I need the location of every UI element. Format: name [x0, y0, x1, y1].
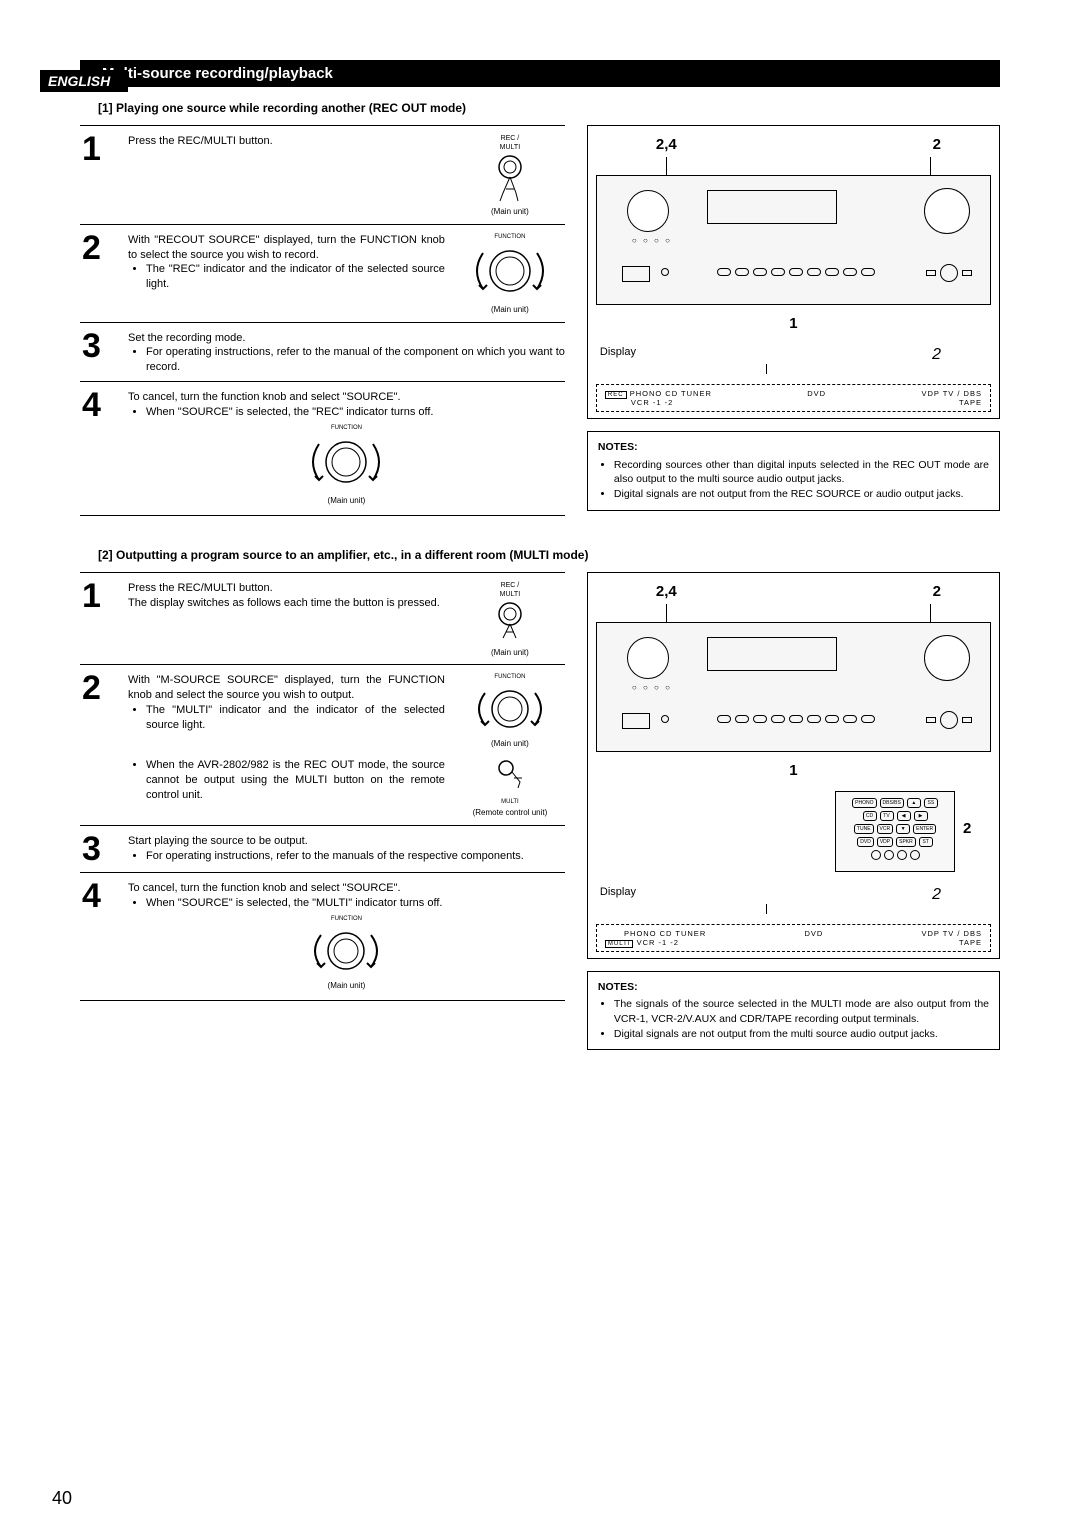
note-item: Digital signals are not output from the …: [614, 1027, 989, 1042]
s2-step2: 2 With "M-SOURCE SOURCE" displayed, turn…: [80, 664, 565, 825]
s2-step1: 1 Press the REC/MULTI button. The displa…: [80, 572, 565, 665]
section1-right: 2,4 2 ○ ○ ○ ○ 1: [587, 125, 1000, 518]
notes-box: NOTES: Recording sources other than digi…: [587, 431, 1000, 511]
callout-right: 2: [933, 136, 941, 153]
s1-step4: 4 To cancel, turn the function knob and …: [80, 381, 565, 513]
display-strip: XX PHONO CD TUNER MULTI VCR -1 -2 DVD VD…: [596, 924, 991, 952]
step-number: 1: [80, 579, 128, 659]
step-bullet: When "SOURCE" is selected, the "REC" ind…: [146, 405, 565, 420]
notes-heading: NOTES:: [598, 980, 989, 995]
function-knob-icon: FUNCTION (Main unit): [455, 673, 565, 750]
device-diagram-box: 2,4 2 ○ ○ ○ ○ 1: [587, 125, 1000, 419]
step-bullet: When the AVR-2802/982 is the REC OUT mod…: [146, 758, 445, 803]
step-bullet: When "SOURCE" is selected, the "MULTI" i…: [146, 896, 565, 911]
function-knob-icon: FUNCTION (Main unit): [291, 424, 401, 507]
step-bullet: The "MULTI" indicator and the indicator …: [146, 703, 445, 733]
callout-left: 2,4: [656, 583, 677, 600]
caption: (Main unit): [291, 981, 401, 992]
display-label: Display: [600, 886, 636, 904]
s1-step2: 2 With "RECOUT SOURCE" displayed, turn t…: [80, 224, 565, 322]
section2-heading: [2] Outputting a program source to an am…: [98, 548, 1000, 562]
section1-heading: [1] Playing one source while recording a…: [98, 101, 1000, 115]
section2-right: 2,4 2 ○ ○ ○ ○ 1: [587, 572, 1000, 1051]
rec-multi-icon: REC / MULTI (Main unit): [455, 581, 565, 659]
step-bullet: For operating instructions, refer to the…: [146, 849, 565, 864]
callout-below: 1: [596, 762, 991, 779]
caption: (Main unit): [455, 305, 565, 316]
s1-step1: 1 Press the REC/MULTI button. REC / MULT…: [80, 125, 565, 224]
step-text: With "M-SOURCE SOURCE" displayed, turn t…: [128, 674, 445, 701]
s2-step4: 4 To cancel, turn the function knob and …: [80, 872, 565, 998]
step-number: 4: [80, 879, 128, 992]
title-bar: Multi-source recording/playback: [80, 60, 1000, 87]
caption: (Main unit): [291, 496, 401, 507]
step-number: 4: [80, 388, 128, 507]
remote-callout: 2: [963, 820, 991, 837]
step-number: 3: [80, 832, 128, 866]
note-item: Recording sources other than digital inp…: [614, 458, 989, 487]
page-number: 40: [52, 1488, 72, 1509]
caption: (Main unit): [455, 648, 565, 659]
notes-heading: NOTES:: [598, 440, 989, 455]
rec-multi-icon: REC / MULTI (Main unit): [455, 134, 565, 218]
callout-below: 1: [596, 315, 991, 332]
step-number: 1: [80, 132, 128, 218]
manual-page: ENGLISH Multi-source recording/playback …: [0, 60, 1080, 1533]
section1-left: 1 Press the REC/MULTI button. REC / MULT…: [80, 125, 565, 518]
multi-remote-icon: MULTI (Remote control unit): [455, 758, 565, 819]
step-bullet: The "REC" indicator and the indicator of…: [146, 262, 445, 292]
display-callout: 2: [932, 886, 941, 904]
step-bullet: For operating instructions, refer to the…: [146, 345, 565, 375]
step-text: Press the REC/MULTI button. The display …: [128, 581, 445, 659]
caption: (Main unit): [455, 739, 565, 750]
s2-step3: 3 Start playing the source to be output.…: [80, 825, 565, 872]
display-callout: 2: [932, 346, 941, 364]
step-number: 2: [80, 231, 128, 316]
note-item: The signals of the source selected in th…: [614, 997, 989, 1026]
caption: (Main unit): [455, 207, 565, 218]
device-illustration: ○ ○ ○ ○: [596, 175, 991, 305]
step-text: Set the recording mode.: [128, 332, 245, 344]
step-text: With "RECOUT SOURCE" displayed, turn the…: [128, 234, 445, 261]
note-item: Digital signals are not output from the …: [614, 487, 989, 502]
section2-columns: 1 Press the REC/MULTI button. The displa…: [80, 572, 1000, 1051]
language-tab: ENGLISH: [40, 70, 128, 92]
step-text: Press the REC/MULTI button.: [128, 134, 445, 218]
function-knob-icon: FUNCTION (Main unit): [455, 233, 565, 316]
device-diagram-box: 2,4 2 ○ ○ ○ ○ 1: [587, 572, 1000, 959]
step-number: 3: [80, 329, 128, 376]
caption: (Remote control unit): [455, 808, 565, 819]
function-knob-icon: FUNCTION (Main unit): [291, 915, 401, 992]
step-number: 2: [80, 671, 128, 819]
device-illustration: ○ ○ ○ ○: [596, 622, 991, 752]
step-text: To cancel, turn the function knob and se…: [128, 882, 401, 894]
notes-box: NOTES: The signals of the source selecte…: [587, 971, 1000, 1051]
callout-left: 2,4: [656, 136, 677, 153]
display-label: Display: [600, 346, 636, 364]
display-strip: REC PHONO CD TUNER VCR -1 -2 DVD VDP TV …: [596, 384, 991, 412]
callout-right: 2: [933, 583, 941, 600]
s1-step3: 3 Set the recording mode. For operating …: [80, 322, 565, 382]
remote-illustration: PHONODBS/BS▲SS CDTV◀▶ TUNEVCR▼ENTER DVDV…: [835, 791, 955, 872]
step-text: To cancel, turn the function knob and se…: [128, 391, 401, 403]
section2-left: 1 Press the REC/MULTI button. The displa…: [80, 572, 565, 1051]
step-text: Start playing the source to be output.: [128, 835, 308, 847]
section1-columns: 1 Press the REC/MULTI button. REC / MULT…: [80, 125, 1000, 518]
